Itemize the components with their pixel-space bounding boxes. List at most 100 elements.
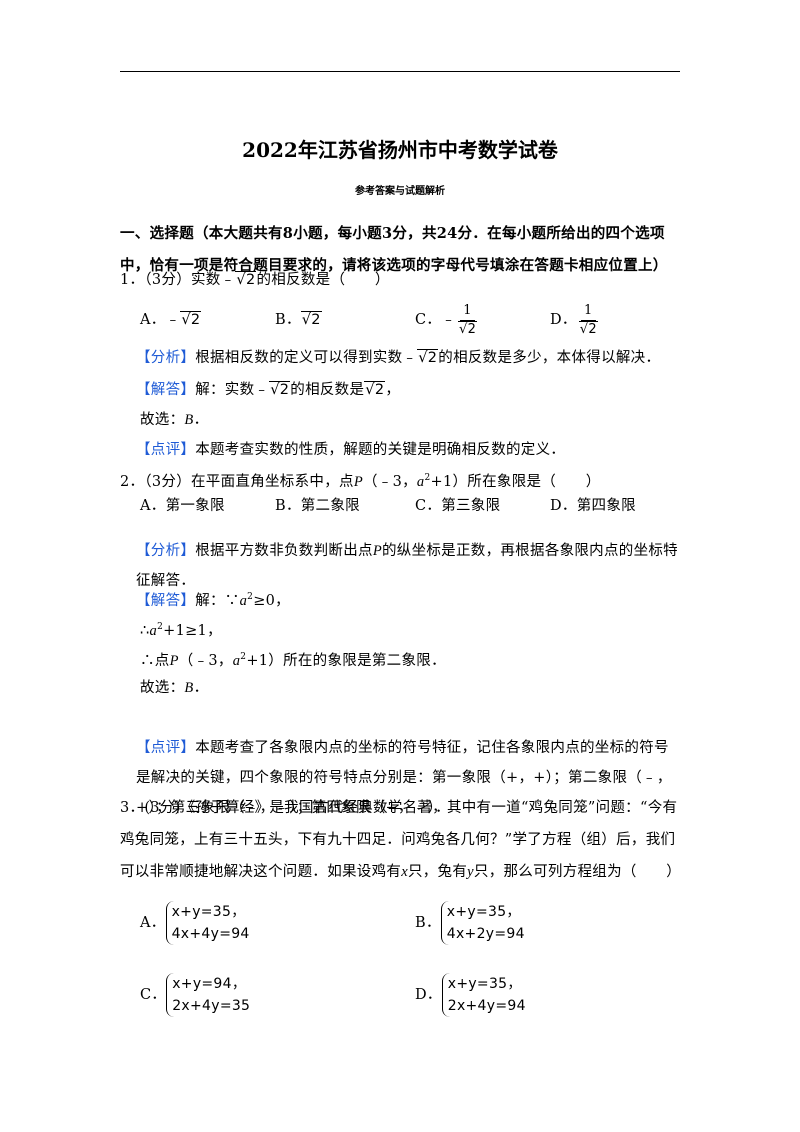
text-run: a [232, 653, 241, 669]
choice: 故选：B． [140, 405, 208, 435]
fraction: 1 √2 [458, 302, 478, 339]
analysis: 【分析】根据相反数的定义可以得到实数﹣√2的相反数是多少，本体得以解决． [136, 343, 681, 373]
text-run: ， [385, 382, 401, 398]
text-run: 【解答】 [136, 382, 196, 398]
equation-system: x+y=35， 4x+4y=94 [165, 901, 250, 945]
equation: x+y=35， [446, 904, 521, 920]
text-run: 【解答】 [136, 593, 196, 609]
text-run: A．第一象限 [140, 498, 225, 514]
header-rule [120, 71, 680, 72]
option: A．第一象限 [140, 491, 225, 521]
section-heading: 一、选择题（本大题共有8小题，每小题3分，共24分．在每小题所给出的四个选项中，… [120, 218, 682, 282]
equation: 2x+4y=35 [172, 998, 251, 1014]
text-run: 的相反数是 [290, 382, 365, 398]
text-run: 解：实数﹣ [195, 382, 270, 398]
option: C．第三象限 [415, 491, 500, 521]
question-stem: 3．(3分)《孙子算经》是我国古代经典数学名著，其中有一道“鸡兔同笼”问题：“今… [120, 792, 682, 888]
text-run: ∴ [140, 623, 150, 639]
text-run: D．第四象限 [550, 498, 636, 514]
text-run: B [184, 412, 194, 428]
option: A．﹣√2 [140, 305, 202, 335]
text-run: 2．（3分）在平面直角坐标系中，点 [120, 474, 354, 490]
text-run: √2 [417, 349, 439, 366]
text-run: 1．（3分）实数﹣ [120, 272, 236, 288]
text-run: 本题考查了各象限内点的坐标的符号特征，记住各象限内点的坐标的符号是解决的关键，四… [136, 740, 672, 816]
text-run: +1）所在的象限是第二象限． [246, 653, 446, 669]
text-run: 本题考查实数的性质，解题的关键是明确相反数的定义． [195, 442, 566, 458]
text-run: 只，兔有 [407, 864, 468, 880]
text-run: P [169, 653, 179, 669]
text-run: 根据平方数非负数判断出点 [195, 543, 373, 559]
option: B．√2 [275, 305, 322, 335]
step: ∴a2+1≥1， [140, 612, 222, 646]
text-run: +1≥1， [163, 623, 222, 639]
option: B．第二象限 [275, 491, 360, 521]
text-run: +1）所在象限是（ ） [430, 474, 601, 490]
text-run: 2 [247, 592, 254, 602]
equation-system: x+y=35， 4x+2y=94 [440, 901, 525, 945]
option: D． 1 √2 [550, 300, 598, 340]
step: ∴点P（﹣3，a2+1）所在的象限是第二象限． [140, 642, 446, 676]
text-run: （﹣3， [178, 653, 233, 669]
question-stem: 2．（3分）在平面直角坐标系中，点P（﹣3，a2+1）所在象限是（ ） [120, 463, 601, 497]
text-run: 的纵坐标是正数，再根据各象限内点的坐标特征解答． [136, 543, 678, 589]
radical: √2 [458, 320, 478, 337]
text-run: 2 [240, 652, 247, 662]
text-run: ． [193, 412, 209, 428]
heading-text: 一、选择题（本大题共有8小题，每小题3分，共24分．在每小题所给出的四个选项中，… [120, 225, 668, 274]
option-letter: C． [415, 312, 442, 328]
comment: 【点评】本题考查实数的性质，解题的关键是明确相反数的定义． [136, 435, 681, 465]
text-run: a [416, 474, 425, 490]
question-stem: 1．（3分）实数﹣√2的相反数是（ ） [120, 265, 390, 295]
subtitle: 参考答案与试题解析 [355, 186, 445, 197]
text-run: √2 [364, 381, 386, 398]
comment: 【点评】本题考查了各象限内点的坐标的符号特征，记住各象限内点的坐标的符号是解决的… [136, 733, 681, 823]
option: A． x+y=35， 4x+4y=94 [140, 898, 250, 948]
equation: 2x+4y=94 [447, 998, 526, 1014]
text-run: 故选： [140, 680, 185, 696]
option-letter: B． [415, 915, 441, 931]
text-run: 【分析】 [136, 543, 196, 559]
equation-system: x+y=94， 2x+4y=35 [166, 973, 250, 1017]
text-run: 【点评】 [136, 740, 196, 756]
answer: 【解答】解：实数﹣√2的相反数是√2， [136, 375, 681, 405]
text-run: A． [140, 312, 166, 328]
text-run: √2 [300, 311, 322, 328]
text-run: √2 [269, 381, 291, 398]
text-run: 解：∵ [195, 593, 240, 609]
equation: x+y=35， [447, 976, 522, 992]
equation-system: x+y=35， 2x+4y=94 [441, 973, 526, 1017]
text-run: ﹣ [165, 312, 181, 328]
text-run: 的相反数是（ ） [256, 272, 390, 288]
text-run: 3．(3分)《孙子算经》是我国古代经典数学名著，其中有一道“鸡兔同笼”问题：“今… [120, 800, 678, 880]
option: D．第四象限 [550, 491, 636, 521]
text-run: a [149, 623, 158, 639]
text-run: √2 [235, 271, 257, 288]
option-letter: C． [140, 987, 167, 1003]
radical: √2 [578, 320, 598, 337]
text-run: ∴点 [140, 653, 170, 669]
text-run: B．第二象限 [275, 498, 360, 514]
analysis: 【分析】根据平方数非负数判断出点P的纵坐标是正数，再根据各象限内点的坐标特征解答… [136, 536, 681, 596]
option: D． x+y=35， 2x+4y=94 [415, 970, 526, 1020]
text-run: 2 [424, 473, 431, 483]
text-run: P [353, 474, 363, 490]
title: 2022年江苏省扬州市中考数学试卷 [242, 138, 558, 162]
option-letter: D． [415, 987, 442, 1003]
text-run: （﹣3， [362, 474, 417, 490]
text-run: ． [193, 680, 209, 696]
fraction: 1 √2 [578, 302, 598, 339]
text-run: B [184, 680, 194, 696]
text-run: 只，那么可列方程组为（ ） [473, 864, 682, 880]
text-run: 的相反数是多少，本体得以解决． [438, 350, 661, 366]
equation: 4x+2y=94 [446, 926, 525, 942]
text-run: P [372, 543, 382, 559]
text-run: C．第三象限 [415, 498, 501, 514]
sign: ﹣ [441, 312, 457, 328]
denominator: √2 [578, 320, 598, 339]
option: C．﹣ 1 √2 [415, 300, 478, 340]
answer: 【解答】解：∵a2≥0， [136, 582, 681, 616]
option-letter: A． [140, 915, 166, 931]
text-run: 【分析】 [136, 350, 196, 366]
